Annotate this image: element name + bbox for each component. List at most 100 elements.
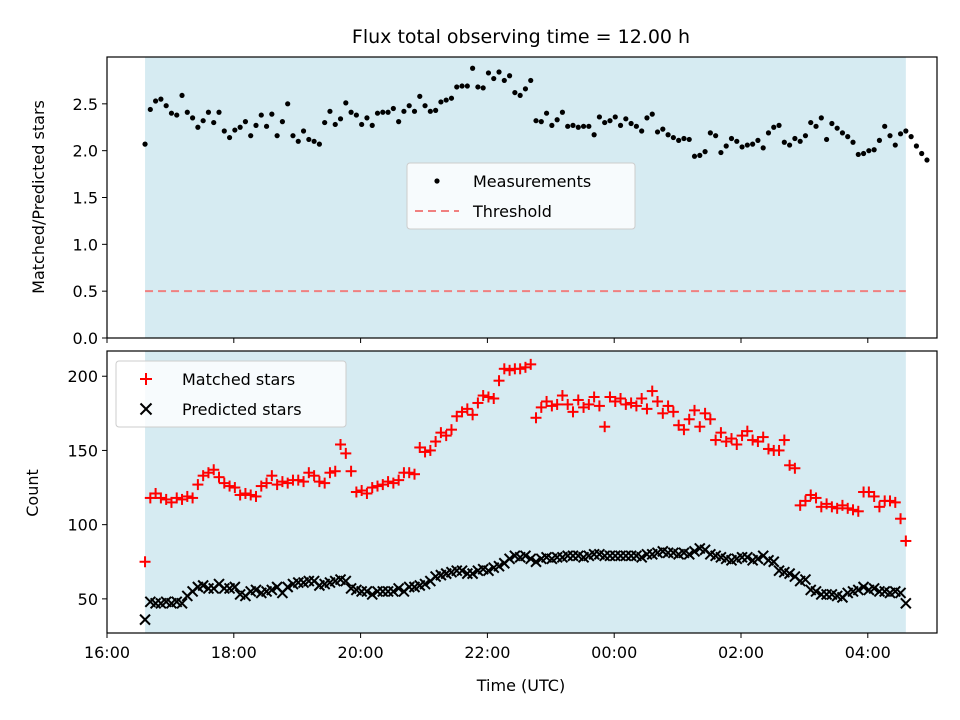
measurement-point (644, 115, 650, 121)
measurement-point (364, 115, 370, 121)
matched-point (683, 413, 695, 425)
top-ytick-label: 1.5 (73, 189, 98, 208)
matched-point (408, 468, 420, 480)
top-panel: 0.0 0.5 1.0 1.5 2.0 2.5 Matched/Predicted sta… (29, 56, 938, 348)
matched-point (266, 470, 278, 482)
measurement-point (153, 98, 159, 104)
predicted-point (482, 564, 495, 577)
matched-point (504, 364, 516, 376)
predicted-point (176, 597, 188, 610)
measurement-point (718, 149, 724, 156)
matched-point (472, 397, 484, 409)
matched-point (773, 444, 785, 456)
predicted-point (281, 581, 294, 593)
measurement-point (184, 109, 190, 115)
matched-point (467, 409, 479, 421)
measurement-point (533, 118, 539, 124)
xtick-label: 00:00 (591, 643, 637, 662)
matched-point (250, 490, 262, 502)
matched-point (324, 467, 336, 479)
matched-point (488, 392, 500, 404)
measurement-point (924, 157, 930, 163)
predicted-point (894, 587, 907, 599)
measurement-point (792, 135, 798, 142)
measurement-point (845, 134, 851, 140)
matched-point (725, 433, 737, 445)
predicted-point (519, 550, 532, 562)
measurement-point (871, 147, 877, 153)
measurement-point (549, 122, 555, 128)
matched-point (652, 395, 664, 407)
measurement-point (258, 112, 264, 118)
matched-point (572, 394, 584, 406)
matched-point (826, 501, 838, 513)
matched-point (366, 482, 378, 494)
matched-point (187, 492, 199, 504)
matched-point (599, 421, 611, 433)
predicted-point (456, 564, 468, 577)
predicted-point (900, 597, 912, 610)
matched-point (704, 413, 716, 425)
measurement-point (919, 150, 925, 157)
measurement-point (147, 106, 153, 113)
top-ylabel: Matched/Predicted stars (29, 100, 48, 294)
measurement-point (633, 123, 639, 129)
measurement-point (163, 103, 169, 109)
matched-point (261, 477, 273, 489)
measurement-point (850, 139, 856, 145)
measurement-point (739, 144, 745, 150)
matched-point (514, 363, 526, 375)
measurement-point (559, 109, 566, 115)
measurement-point (787, 142, 793, 148)
matched-point (868, 490, 880, 502)
legend-threshold-label: Threshold (472, 202, 552, 221)
matched-point (361, 487, 373, 499)
measurement-point (750, 141, 756, 147)
measurement-point (359, 121, 365, 128)
predicted-point (266, 584, 278, 596)
measurement-point (290, 133, 296, 139)
bottom-legend: Matched stars Predicted stars (115, 360, 347, 428)
legend-matched-marker (140, 373, 152, 385)
measurement-point (839, 130, 846, 136)
predicted-point (503, 553, 516, 565)
measurement-point (776, 122, 782, 128)
measurement-point (866, 148, 872, 154)
top-legend: Measurements Threshold (406, 162, 636, 230)
matched-point (329, 465, 341, 477)
matched-point (181, 490, 193, 502)
measurement-point (195, 124, 201, 130)
x-axis-label: Time (UTC) (476, 676, 565, 695)
matched-point (889, 496, 901, 508)
matched-point (567, 406, 579, 418)
measurement-point (179, 92, 185, 99)
matched-point (440, 430, 452, 442)
measurement-point (528, 77, 534, 84)
measurement-point (168, 110, 175, 116)
predicted-point (857, 581, 870, 593)
matched-point (551, 398, 563, 410)
matched-point (445, 424, 457, 436)
measurement-point (565, 123, 571, 129)
matched-point (298, 476, 310, 488)
matched-point (757, 431, 769, 443)
measurement-point (660, 126, 666, 132)
bottom-ylabel: Count (23, 469, 42, 517)
matched-point (335, 439, 347, 451)
matched-point (747, 434, 759, 446)
measurement-point (908, 134, 914, 140)
measurement-point (765, 130, 772, 136)
measurement-point (237, 124, 243, 130)
matched-point (873, 501, 885, 513)
matched-point (525, 358, 537, 370)
measurement-point (771, 124, 777, 130)
matched-point (689, 404, 701, 416)
measurement-point (322, 119, 328, 126)
measurement-point (295, 138, 301, 144)
matched-point (546, 400, 558, 412)
predicted-point (530, 556, 542, 568)
matched-point (615, 392, 627, 404)
measurement-point (522, 86, 529, 92)
predicted-point (139, 613, 151, 626)
measurement-point (580, 123, 587, 129)
